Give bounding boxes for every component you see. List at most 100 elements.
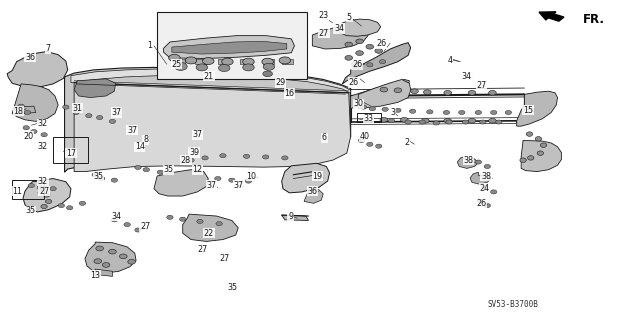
Text: 37: 37 xyxy=(206,181,216,190)
Ellipse shape xyxy=(263,63,275,70)
Ellipse shape xyxy=(446,120,452,124)
Ellipse shape xyxy=(188,158,194,162)
Text: FR.: FR. xyxy=(583,13,605,26)
Polygon shape xyxy=(71,69,351,93)
Ellipse shape xyxy=(174,63,187,70)
Ellipse shape xyxy=(369,107,376,111)
Ellipse shape xyxy=(221,58,233,65)
Polygon shape xyxy=(358,79,411,109)
Text: 2: 2 xyxy=(404,137,410,146)
Text: 36: 36 xyxy=(25,53,35,62)
Ellipse shape xyxy=(358,138,365,143)
Text: 1: 1 xyxy=(147,41,152,50)
Ellipse shape xyxy=(537,151,543,155)
Text: 4: 4 xyxy=(448,56,452,65)
Ellipse shape xyxy=(394,88,402,93)
Polygon shape xyxy=(7,51,68,87)
Text: 26: 26 xyxy=(349,78,359,87)
Ellipse shape xyxy=(45,199,52,204)
Ellipse shape xyxy=(468,118,476,123)
Ellipse shape xyxy=(345,42,353,47)
Ellipse shape xyxy=(228,178,235,182)
Ellipse shape xyxy=(169,54,180,61)
Ellipse shape xyxy=(202,57,214,64)
Ellipse shape xyxy=(86,114,92,118)
Ellipse shape xyxy=(58,204,65,208)
Polygon shape xyxy=(304,190,323,203)
Ellipse shape xyxy=(477,199,484,204)
Ellipse shape xyxy=(196,64,207,71)
Polygon shape xyxy=(65,67,351,172)
Text: 37: 37 xyxy=(111,108,122,117)
Ellipse shape xyxy=(356,39,364,44)
Ellipse shape xyxy=(214,176,221,181)
Polygon shape xyxy=(85,242,136,273)
Text: 32: 32 xyxy=(38,119,48,129)
Text: 7: 7 xyxy=(45,44,51,54)
Ellipse shape xyxy=(405,120,412,124)
Ellipse shape xyxy=(262,155,269,159)
Ellipse shape xyxy=(401,117,408,122)
Ellipse shape xyxy=(243,58,254,65)
Text: 26: 26 xyxy=(352,60,362,69)
Ellipse shape xyxy=(410,109,416,113)
Ellipse shape xyxy=(505,110,511,115)
Text: 6: 6 xyxy=(322,133,327,142)
Polygon shape xyxy=(516,91,557,126)
Bar xyxy=(262,59,274,64)
Text: 35: 35 xyxy=(25,206,35,215)
Ellipse shape xyxy=(216,222,222,226)
Ellipse shape xyxy=(41,133,47,137)
Ellipse shape xyxy=(92,173,99,177)
Ellipse shape xyxy=(360,105,367,109)
Text: 27: 27 xyxy=(39,187,49,196)
Ellipse shape xyxy=(31,130,37,134)
Polygon shape xyxy=(470,172,491,184)
Text: 26: 26 xyxy=(376,39,387,48)
Polygon shape xyxy=(312,23,370,49)
Ellipse shape xyxy=(143,167,150,172)
Text: 37: 37 xyxy=(192,130,202,139)
Polygon shape xyxy=(74,83,351,172)
Ellipse shape xyxy=(167,215,173,219)
Ellipse shape xyxy=(388,119,395,123)
Text: 14: 14 xyxy=(135,142,145,151)
Text: 24: 24 xyxy=(479,184,490,193)
Polygon shape xyxy=(182,214,238,241)
Ellipse shape xyxy=(44,193,50,197)
Ellipse shape xyxy=(23,126,29,130)
Ellipse shape xyxy=(433,121,440,125)
Ellipse shape xyxy=(520,158,526,162)
Text: 37: 37 xyxy=(234,181,244,190)
Ellipse shape xyxy=(382,107,388,111)
Polygon shape xyxy=(339,19,381,36)
Text: 27: 27 xyxy=(197,245,207,254)
Ellipse shape xyxy=(488,90,496,95)
Ellipse shape xyxy=(109,119,116,123)
Bar xyxy=(157,12,307,78)
Ellipse shape xyxy=(356,65,363,70)
Text: 38: 38 xyxy=(464,156,474,165)
Ellipse shape xyxy=(490,110,497,115)
Ellipse shape xyxy=(97,115,103,120)
Ellipse shape xyxy=(356,51,364,56)
Ellipse shape xyxy=(109,249,116,254)
Bar xyxy=(53,137,88,163)
Bar xyxy=(218,59,229,64)
Text: 23: 23 xyxy=(319,11,329,20)
Ellipse shape xyxy=(380,87,388,92)
Ellipse shape xyxy=(395,108,401,112)
Text: 27: 27 xyxy=(476,81,486,90)
Ellipse shape xyxy=(220,154,226,158)
Text: 29: 29 xyxy=(275,78,285,87)
Ellipse shape xyxy=(262,58,273,65)
Text: 34: 34 xyxy=(334,24,344,33)
Ellipse shape xyxy=(120,254,127,259)
Ellipse shape xyxy=(535,137,541,141)
Ellipse shape xyxy=(484,164,490,168)
Ellipse shape xyxy=(475,160,481,164)
Text: 12: 12 xyxy=(192,165,202,174)
Text: 32: 32 xyxy=(38,177,48,186)
Ellipse shape xyxy=(490,190,497,194)
Text: 17: 17 xyxy=(66,149,76,158)
